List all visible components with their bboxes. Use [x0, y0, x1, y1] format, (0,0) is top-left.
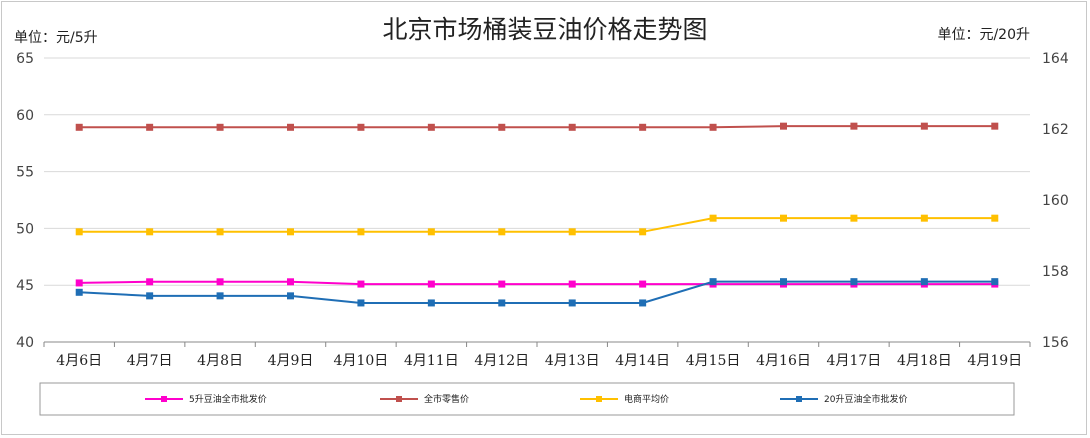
- data-point: [357, 280, 365, 288]
- legend-marker: [596, 396, 602, 402]
- data-point: [498, 299, 506, 307]
- data-point: [639, 280, 647, 288]
- data-point: [850, 122, 858, 130]
- series-line: [79, 217, 995, 233]
- data-point: [216, 292, 224, 300]
- legend-marker: [396, 396, 402, 402]
- data-point: [146, 292, 154, 300]
- x-tick-label: 4月18日: [897, 353, 952, 369]
- x-tick-label: 4月15日: [686, 353, 741, 369]
- y-tick-label: 65: [16, 51, 34, 67]
- data-point: [639, 123, 647, 131]
- data-point: [639, 228, 647, 236]
- series-line: [79, 280, 995, 304]
- data-point: [568, 228, 576, 236]
- data-point: [75, 279, 83, 287]
- y-tick-label: 55: [16, 165, 34, 181]
- data-point: [427, 123, 435, 131]
- data-point: [920, 278, 928, 286]
- data-point: [780, 278, 787, 286]
- legend-label: 全市零售价: [424, 393, 469, 405]
- data-point: [146, 123, 154, 131]
- x-tick-label: 4月6日: [56, 353, 102, 369]
- data-point: [216, 123, 224, 131]
- data-point: [427, 299, 435, 307]
- data-point: [639, 299, 647, 307]
- x-tick-label: 4月7日: [127, 353, 173, 369]
- data-point: [920, 122, 928, 130]
- data-point: [498, 280, 506, 288]
- data-point: [780, 214, 787, 222]
- x-tick-label: 4月11日: [404, 353, 459, 369]
- legend-label: 20升豆油全市批发价: [824, 393, 907, 405]
- x-tick-label: 4月9日: [268, 353, 314, 369]
- y-tick-label: 45: [16, 278, 34, 294]
- x-tick-label: 4月19日: [967, 353, 1022, 369]
- data-point: [75, 228, 83, 236]
- y2-tick-label: 162: [1042, 122, 1069, 138]
- data-point: [146, 228, 154, 236]
- data-point: [991, 214, 999, 222]
- data-point: [287, 292, 294, 300]
- data-point: [146, 278, 154, 286]
- x-tick-label: 4月13日: [545, 353, 600, 369]
- series-line: [79, 280, 995, 286]
- x-tick-label: 4月17日: [827, 353, 882, 369]
- data-point: [216, 278, 224, 286]
- x-tick-label: 4月12日: [474, 353, 529, 369]
- data-point: [287, 228, 294, 236]
- data-point: [427, 280, 435, 288]
- right-unit-label: 单位：元/20升: [937, 27, 1030, 43]
- legend-marker: [796, 396, 802, 402]
- data-point: [568, 280, 576, 288]
- data-point: [709, 214, 717, 222]
- data-point: [287, 123, 294, 131]
- y2-tick-label: 160: [1042, 193, 1069, 209]
- legend-label: 电商平均价: [624, 393, 669, 405]
- data-point: [75, 288, 83, 296]
- y-tick-label: 40: [16, 335, 34, 351]
- legend-marker: [161, 396, 167, 402]
- data-point: [498, 228, 506, 236]
- data-point: [75, 123, 83, 131]
- y2-tick-label: 164: [1042, 51, 1069, 67]
- legend-label: 5升豆油全市批发价: [189, 393, 267, 405]
- series-line: [79, 125, 995, 129]
- left-unit-label: 单位：元/5升: [14, 30, 98, 46]
- data-point: [568, 123, 576, 131]
- data-point: [357, 228, 365, 236]
- data-point: [780, 122, 787, 130]
- data-point: [427, 228, 435, 236]
- y-tick-label: 60: [16, 108, 34, 124]
- x-tick-label: 4月8日: [197, 353, 243, 369]
- data-point: [568, 299, 576, 307]
- data-point: [991, 278, 999, 286]
- x-tick-label: 4月10日: [334, 353, 389, 369]
- data-point: [216, 228, 224, 236]
- data-point: [920, 214, 928, 222]
- chart-title: 北京市场桶装豆油价格走势图: [382, 15, 708, 44]
- x-tick-label: 4月14日: [615, 353, 670, 369]
- data-point: [287, 278, 294, 286]
- data-point: [357, 123, 365, 131]
- y-tick-label: 50: [16, 221, 34, 237]
- data-point: [991, 122, 999, 130]
- data-point: [709, 278, 717, 286]
- data-point: [850, 278, 858, 286]
- data-point: [498, 123, 506, 131]
- x-tick-label: 4月16日: [756, 353, 811, 369]
- y2-tick-label: 158: [1042, 264, 1069, 280]
- data-point: [357, 299, 365, 307]
- data-point: [850, 214, 858, 222]
- data-point: [709, 123, 717, 131]
- y2-tick-label: 156: [1042, 335, 1069, 351]
- legend-box: [39, 382, 1015, 416]
